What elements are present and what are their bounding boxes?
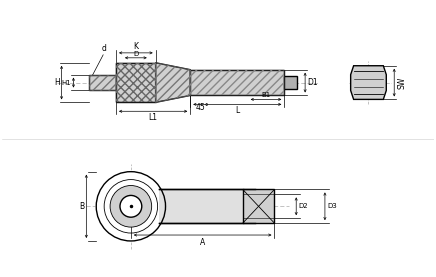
Text: L: L: [235, 106, 239, 115]
Polygon shape: [284, 76, 297, 89]
Text: A: A: [200, 238, 205, 247]
Polygon shape: [351, 66, 386, 99]
Polygon shape: [190, 70, 284, 96]
Text: D: D: [133, 51, 139, 57]
Text: K: K: [133, 42, 138, 51]
Polygon shape: [243, 189, 274, 223]
Text: B: B: [79, 202, 84, 211]
Polygon shape: [159, 189, 255, 223]
Text: B1: B1: [262, 93, 271, 98]
Text: d: d: [101, 44, 106, 53]
Polygon shape: [116, 63, 156, 102]
Circle shape: [95, 171, 167, 242]
Text: SW: SW: [397, 76, 406, 89]
Circle shape: [120, 195, 142, 217]
Text: D2: D2: [298, 203, 308, 209]
Text: D1: D1: [307, 78, 318, 87]
Circle shape: [110, 186, 152, 227]
Text: L1: L1: [149, 113, 158, 122]
Text: H: H: [54, 78, 60, 87]
Text: H1: H1: [62, 79, 72, 86]
Polygon shape: [89, 75, 116, 91]
Polygon shape: [156, 63, 190, 102]
Text: 45°: 45°: [195, 103, 209, 112]
Text: D3: D3: [327, 203, 337, 209]
